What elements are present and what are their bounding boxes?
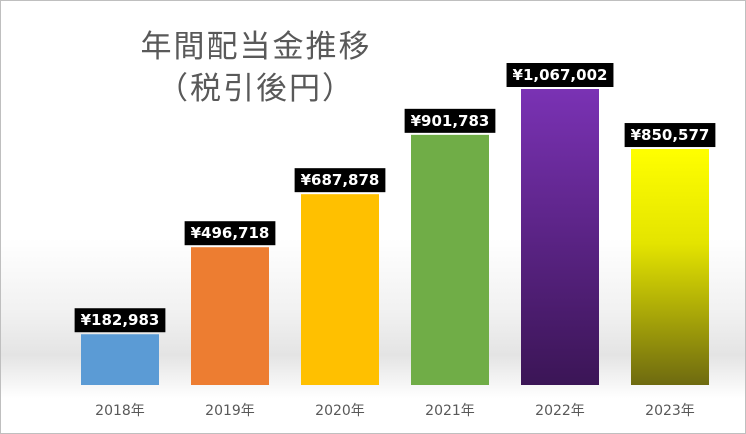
x-tick-label: 2018年 [95, 403, 145, 419]
x-tick-label: 2021年 [425, 403, 475, 419]
bar-2019年 [191, 247, 269, 385]
svg-text:¥496,718: ¥496,718 [191, 224, 270, 242]
svg-text:¥901,783: ¥901,783 [411, 112, 490, 130]
svg-text:¥1,067,002: ¥1,067,002 [513, 66, 608, 84]
data-label-2018年: ¥182,983 [74, 308, 166, 333]
x-tick-label: 2019年 [205, 403, 255, 419]
data-label-2022年: ¥1,067,002 [506, 63, 614, 87]
bar-2021年 [411, 134, 489, 385]
chart-title: 年間配当金推移 [140, 29, 372, 65]
data-label-2019年: ¥496,718 [184, 221, 276, 246]
bar-2020年 [301, 194, 379, 385]
svg-text:¥687,878: ¥687,878 [301, 171, 380, 189]
data-label-2023年: ¥850,577 [624, 123, 716, 148]
x-tick-label: 2023年 [645, 403, 695, 419]
svg-text:¥850,577: ¥850,577 [631, 126, 710, 144]
x-tick-label: 2022年 [535, 403, 585, 419]
svg-text:¥182,983: ¥182,983 [81, 311, 160, 329]
bar-2022年 [521, 89, 599, 385]
x-tick-label: 2020年 [315, 403, 365, 419]
bar-2023年 [631, 149, 709, 385]
data-label-2021年: ¥901,783 [404, 108, 496, 133]
data-label-2020年: ¥687,878 [294, 168, 386, 193]
chart-subtitle: （税引後円） [157, 71, 355, 107]
bar-2018年 [81, 334, 159, 385]
